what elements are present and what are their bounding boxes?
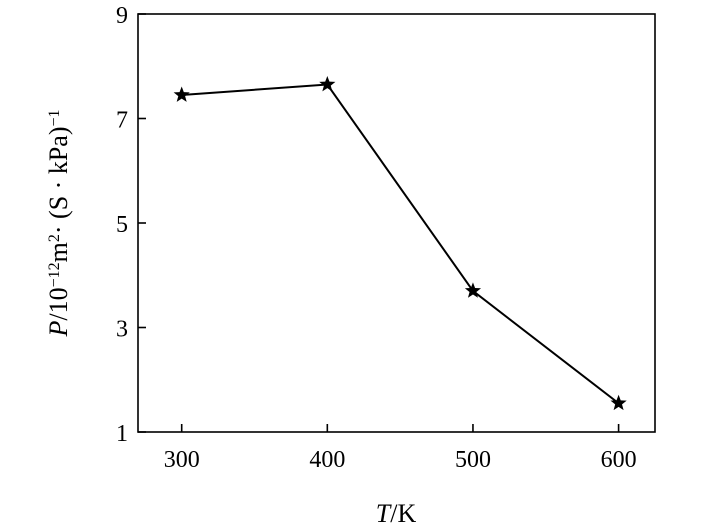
y-tick-label: 3 [116, 317, 128, 343]
series-markers [173, 76, 627, 411]
x-tick-label: 400 [309, 447, 345, 473]
data-point-star [319, 76, 336, 92]
data-point-star [610, 394, 627, 411]
x-tick-label: 500 [455, 447, 491, 473]
x-axis-ticks: 300 400 500 600 [164, 424, 637, 473]
plot-area-frame [137, 13, 656, 433]
x-axis-label: T/K [376, 499, 417, 528]
series-line [181, 83, 620, 405]
data-point-star [464, 282, 482, 298]
y-axis-label: P/10−12m2· (S · kPa)−1 [44, 109, 73, 337]
x-tick-label: 300 [164, 447, 200, 473]
y-tick-label: 9 [116, 3, 128, 29]
y-axis-ticks: 1 3 5 7 9 [116, 3, 146, 447]
data-point-star [173, 86, 190, 102]
x-tick-label: 600 [601, 447, 637, 473]
y-tick-label: 5 [116, 212, 128, 238]
y-tick-label: 1 [116, 421, 128, 447]
y-tick-label: 7 [116, 108, 128, 134]
